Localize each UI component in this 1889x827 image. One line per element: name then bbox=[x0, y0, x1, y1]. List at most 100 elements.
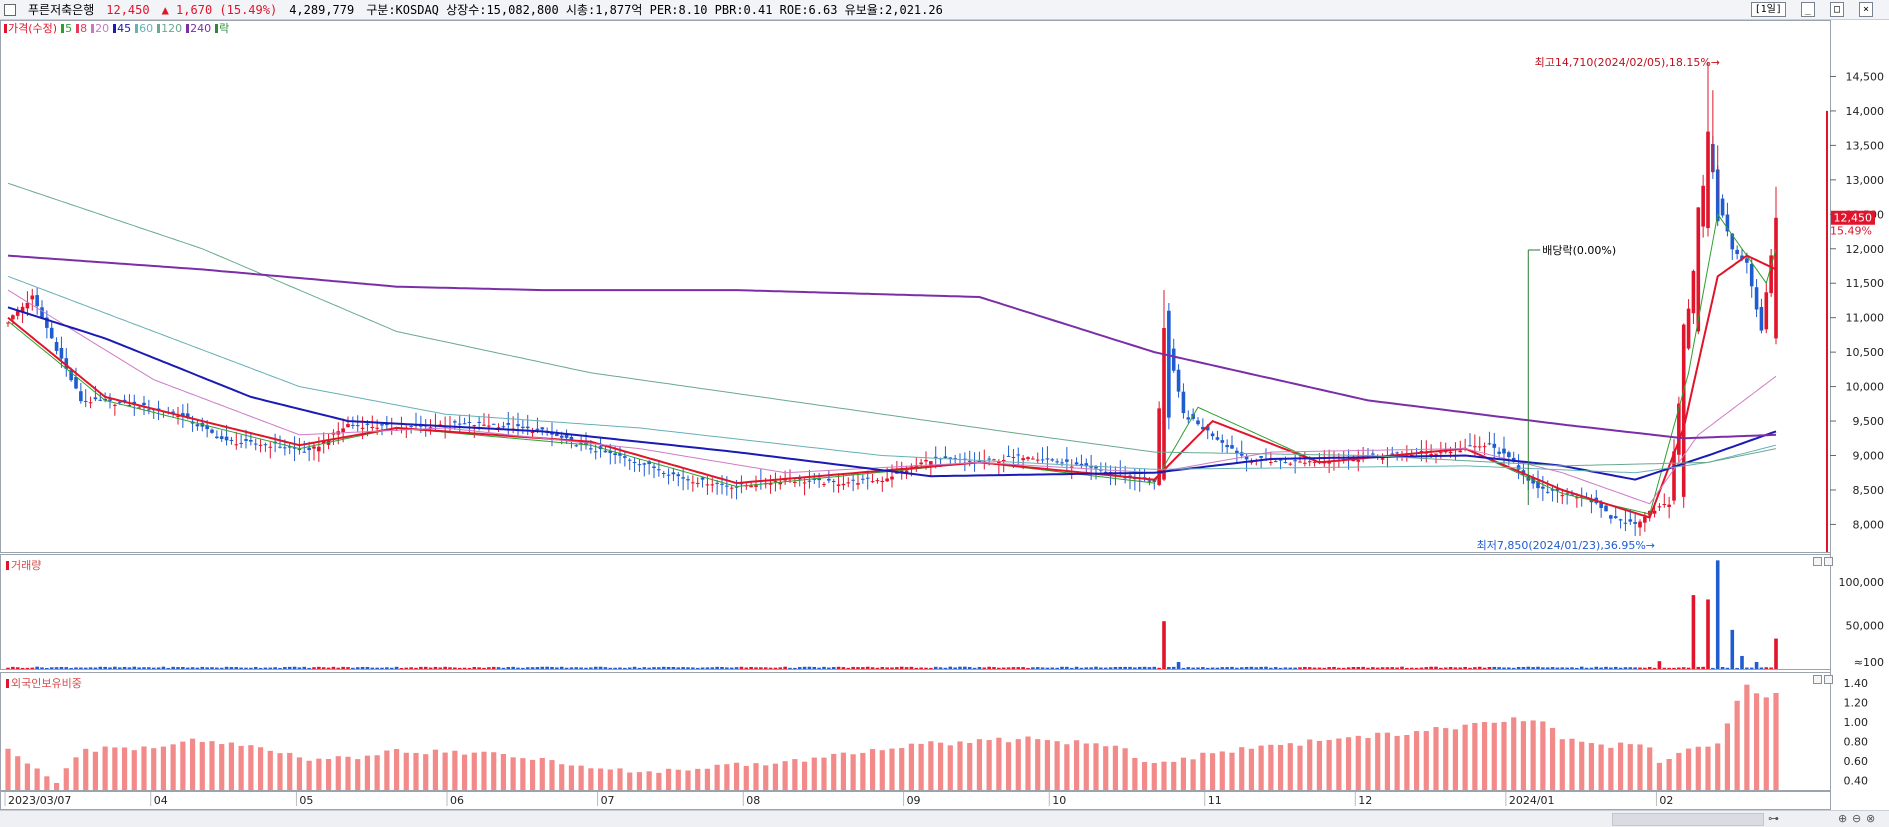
volume-bar bbox=[423, 666, 428, 669]
candle-body bbox=[365, 423, 370, 425]
volume-bar bbox=[88, 667, 93, 669]
candle-body bbox=[1774, 217, 1778, 339]
candle-body bbox=[127, 405, 132, 407]
volume-bar bbox=[1686, 667, 1691, 669]
slider-icon[interactable]: ⊶ bbox=[1768, 812, 1779, 825]
candle-body bbox=[1764, 292, 1769, 330]
volume-bar bbox=[360, 666, 365, 669]
foreign-bar bbox=[704, 768, 711, 790]
foreign-bar bbox=[1598, 744, 1604, 790]
foreign-bar bbox=[840, 752, 847, 790]
zoom-in-icon[interactable]: ⊕ bbox=[1838, 812, 1848, 825]
candle-body bbox=[108, 399, 112, 401]
foreign-bar bbox=[1715, 743, 1721, 790]
volume-bar bbox=[1026, 667, 1030, 669]
foreign-bar bbox=[1627, 744, 1633, 790]
volume-bar bbox=[841, 667, 846, 669]
foreign-bar bbox=[665, 768, 672, 790]
volume-bar bbox=[676, 667, 681, 669]
candle-body bbox=[1380, 458, 1385, 460]
foreign-bar bbox=[1559, 739, 1565, 790]
volume-bar bbox=[176, 667, 180, 669]
volume-bar bbox=[1439, 667, 1443, 669]
candle-body bbox=[1448, 451, 1453, 454]
candle-body bbox=[1541, 486, 1545, 489]
foreign-bar bbox=[1452, 729, 1459, 790]
legend-item[interactable]: 8 bbox=[76, 20, 87, 36]
candle-body bbox=[574, 445, 579, 447]
volume-bar bbox=[419, 666, 423, 669]
volume-bar bbox=[1589, 667, 1594, 669]
current-price: 12,450 bbox=[106, 2, 150, 17]
candle-body bbox=[967, 460, 972, 462]
candle-body bbox=[904, 470, 909, 474]
minimize-icon[interactable]: _ bbox=[1800, 2, 1815, 17]
chart-select-checkbox[interactable] bbox=[4, 3, 16, 16]
foreign-bar bbox=[1549, 727, 1556, 790]
foreign-bar bbox=[1540, 721, 1546, 790]
volume-bar bbox=[30, 667, 35, 669]
candle-body bbox=[302, 451, 307, 453]
scroll-thumb[interactable] bbox=[1612, 813, 1764, 826]
price-tick-label: 8,500 bbox=[1853, 484, 1885, 497]
stock-name[interactable]: 푸른저축은행 bbox=[28, 3, 95, 17]
volume-bar bbox=[1526, 666, 1531, 669]
legend-item[interactable]: 120 bbox=[157, 20, 182, 36]
time-scrollbar[interactable]: ⊶ ⊕ ⊖ ⊗ bbox=[0, 810, 1889, 827]
volume-bar bbox=[336, 667, 341, 669]
volume-bar bbox=[1570, 667, 1574, 669]
candle-body bbox=[268, 446, 273, 448]
candle-body bbox=[1220, 440, 1225, 443]
volume-bar bbox=[244, 667, 248, 669]
legend-item[interactable]: 락 bbox=[215, 20, 229, 36]
volume-panel-controls[interactable] bbox=[1813, 557, 1833, 566]
volume-bar bbox=[1045, 667, 1050, 669]
foreign-tick-label: 1.20 bbox=[1844, 696, 1869, 709]
price-tick-label: 14,000 bbox=[1846, 105, 1885, 118]
volume-bar bbox=[851, 666, 855, 669]
candle-body bbox=[1696, 207, 1701, 332]
volume-bar bbox=[1550, 667, 1555, 669]
last-percent-label: 15.49% bbox=[1830, 225, 1872, 238]
candle-body bbox=[210, 429, 214, 433]
legend-item[interactable]: 가격(수정) bbox=[4, 20, 57, 36]
candle-body bbox=[312, 446, 316, 449]
volume-bar bbox=[457, 667, 462, 669]
volume-bar bbox=[1099, 667, 1103, 669]
candle-body bbox=[1196, 420, 1200, 425]
zoom-out-icon[interactable]: ⊖ bbox=[1852, 812, 1862, 825]
volume-bar bbox=[530, 667, 535, 669]
volume-bar bbox=[725, 667, 729, 669]
legend-item[interactable]: 5 bbox=[61, 20, 72, 36]
legend-item[interactable]: 20 bbox=[91, 20, 109, 36]
volume-bar bbox=[268, 667, 273, 669]
candle-body bbox=[1628, 519, 1633, 522]
volume-bar bbox=[1516, 666, 1521, 669]
zoom-reset-icon[interactable]: ⊗ bbox=[1866, 812, 1876, 825]
volume-bar bbox=[1016, 667, 1021, 669]
foreign-bar bbox=[986, 740, 992, 790]
volume-bar bbox=[618, 667, 622, 669]
candle-body bbox=[642, 463, 647, 465]
volume-bar bbox=[637, 667, 642, 669]
candle-body bbox=[530, 431, 535, 433]
volume-bar bbox=[1434, 666, 1438, 669]
close-icon[interactable]: × bbox=[1858, 2, 1873, 17]
volume-bar bbox=[1142, 666, 1147, 669]
volume-bar bbox=[666, 667, 671, 669]
volume-bar bbox=[1652, 667, 1657, 669]
legend-item[interactable]: 45 bbox=[113, 20, 131, 36]
maximize-icon[interactable]: □ bbox=[1829, 2, 1844, 17]
volume-bar bbox=[535, 667, 540, 669]
volume-bar bbox=[69, 667, 73, 669]
legend-item[interactable]: 240 bbox=[186, 20, 211, 36]
volume-bar bbox=[773, 667, 778, 669]
volume-bar bbox=[1137, 666, 1142, 669]
legend-item[interactable]: 60 bbox=[135, 20, 153, 36]
volume-bar bbox=[972, 667, 977, 669]
candle-body bbox=[754, 485, 758, 487]
period-button[interactable]: [1일] bbox=[1750, 2, 1786, 17]
foreign-panel-controls[interactable] bbox=[1813, 675, 1833, 684]
candle-body bbox=[195, 424, 200, 427]
